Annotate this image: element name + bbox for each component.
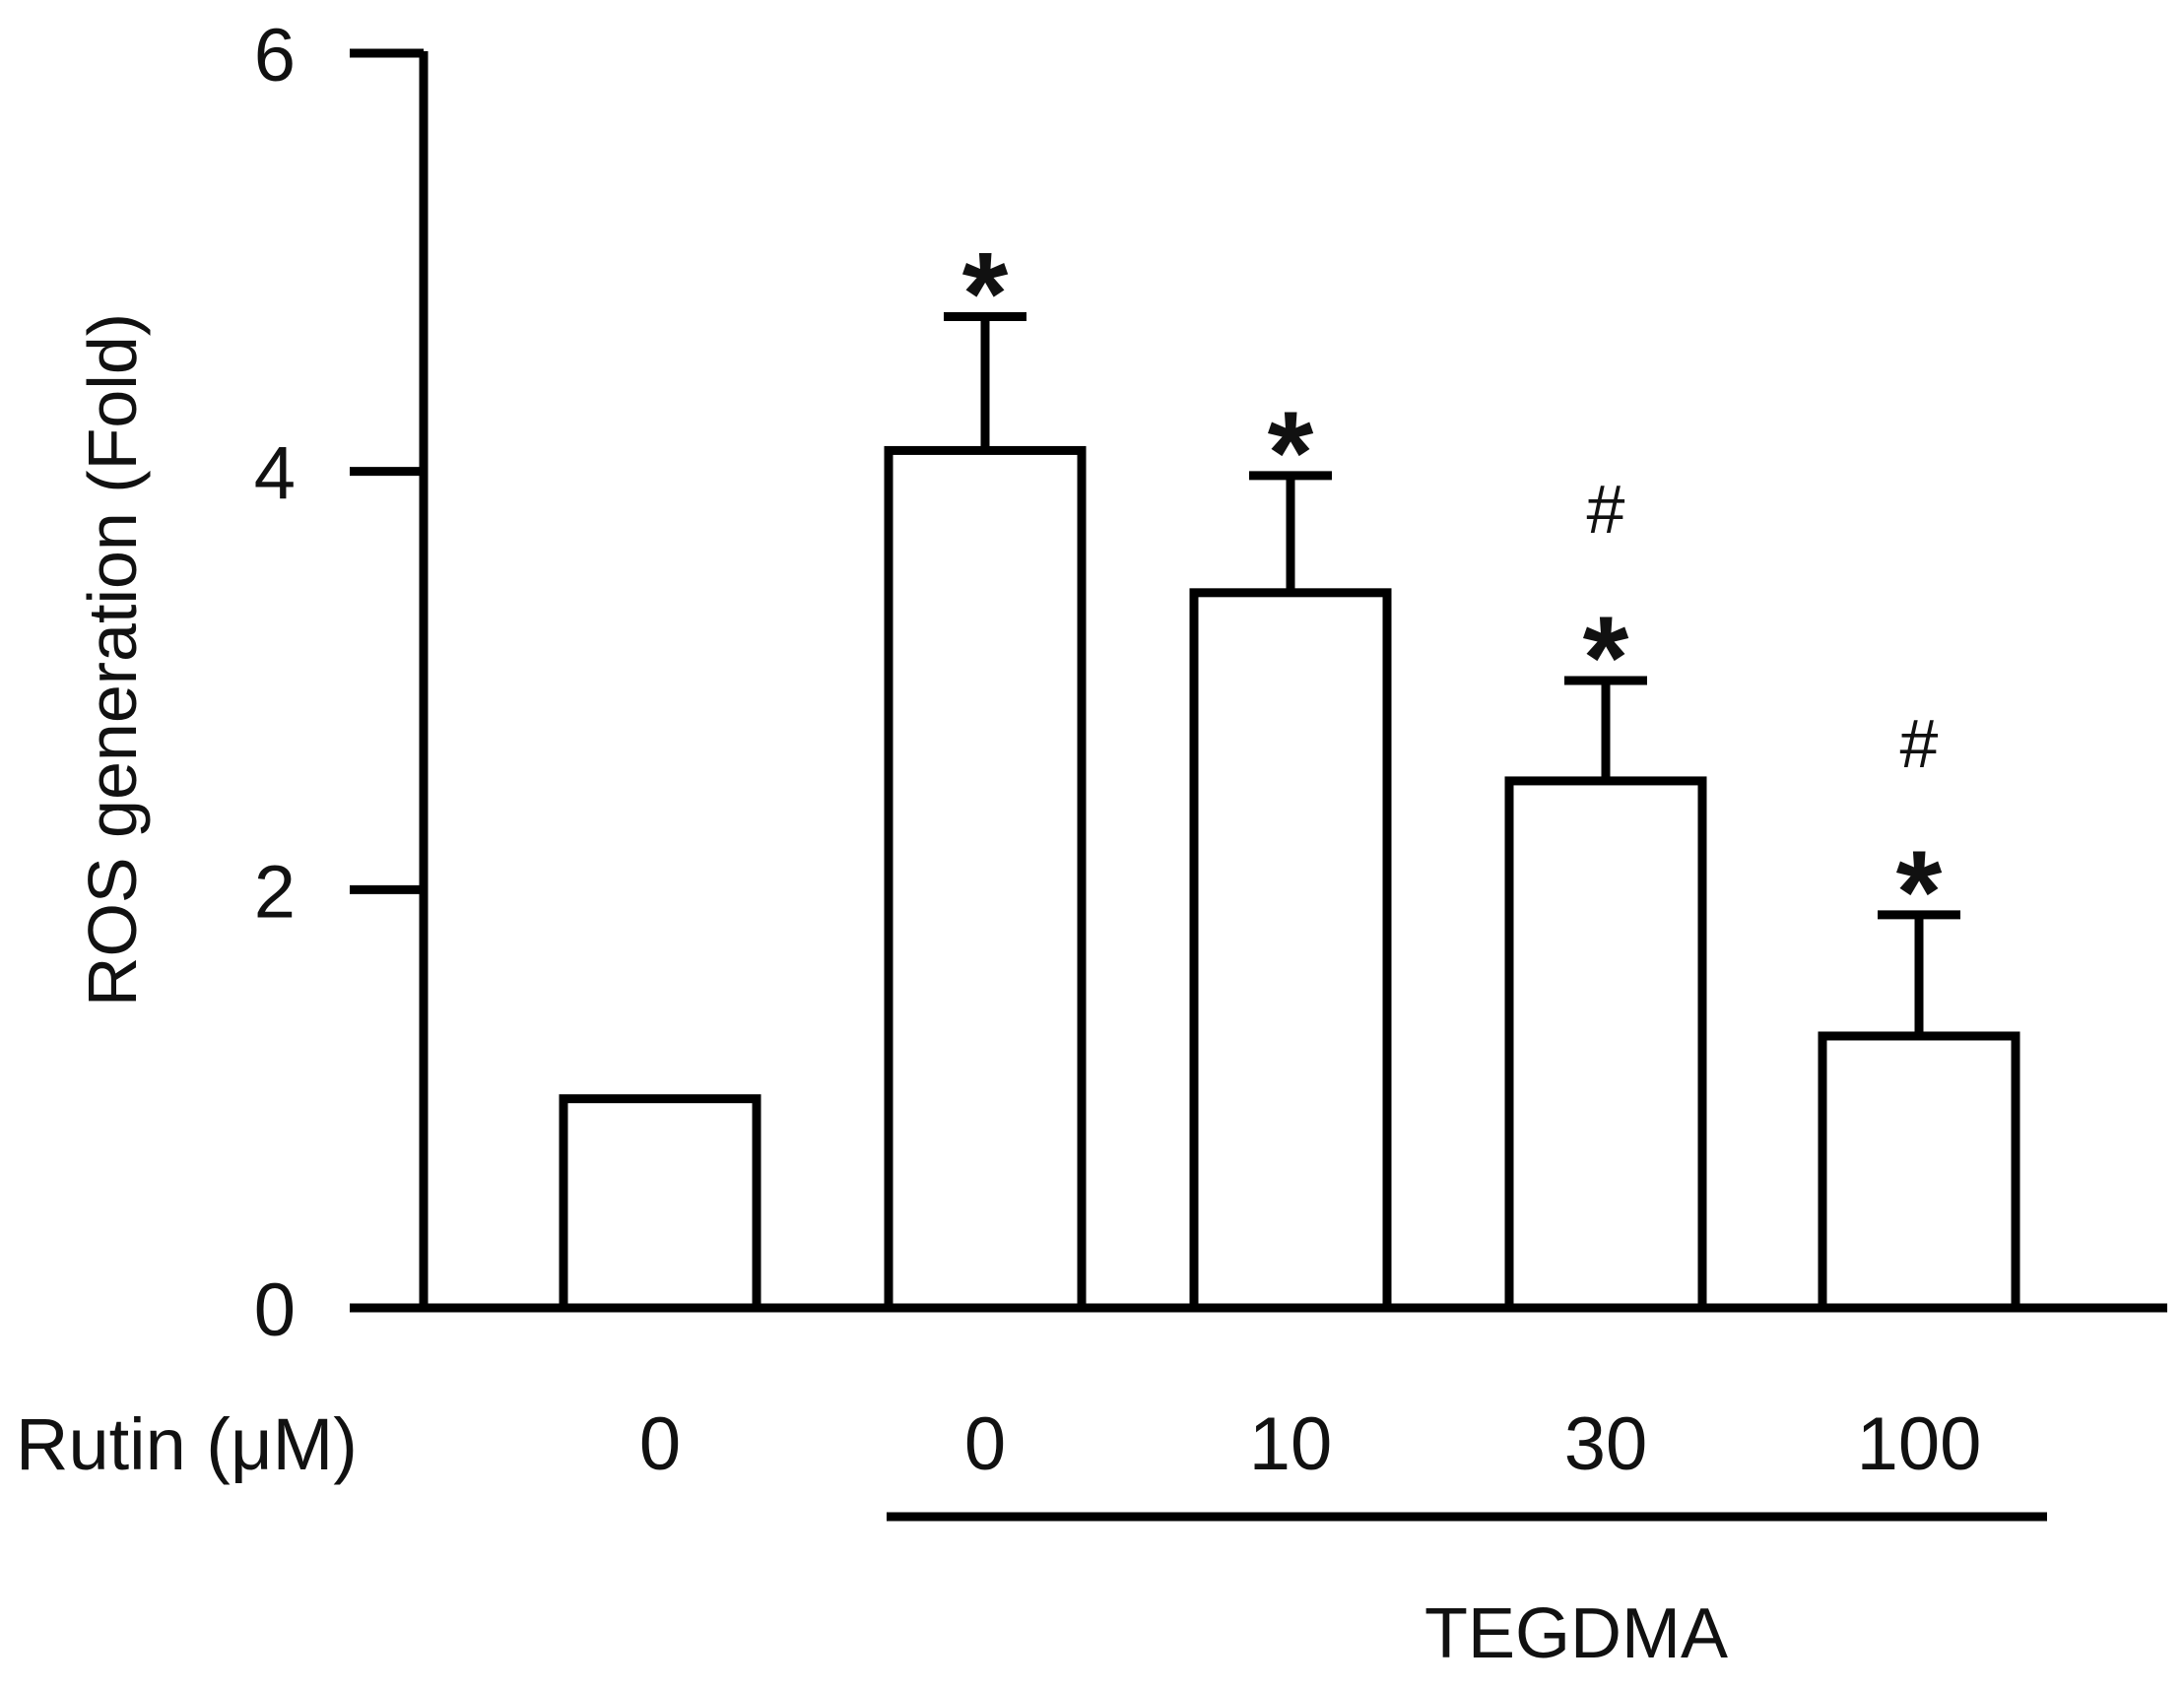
labels-group: 0 * 0 * 10 * #30 * #100 [639, 228, 2047, 1522]
bar [1818, 1031, 2020, 1313]
y-tick-label: 0 [254, 1268, 296, 1352]
significance-star: * [1583, 592, 1629, 724]
x-tick-label: 0 [639, 1402, 681, 1486]
significance-star: * [1268, 387, 1314, 519]
bar [1189, 588, 1392, 1313]
significance-star: * [962, 228, 1009, 360]
x-tick-label: 0 [964, 1402, 1006, 1486]
y-tick-label: 6 [254, 14, 296, 97]
x-tick-label: 100 [1857, 1402, 1982, 1486]
group-label: TEGDMA [1424, 1594, 1728, 1673]
row-label: Rutin (μM) [16, 1403, 358, 1485]
bar [559, 1094, 761, 1313]
bar [884, 445, 1087, 1313]
x-tick-label: 30 [1564, 1402, 1648, 1486]
significance-hash: # [1900, 705, 1939, 782]
significance-star: * [1896, 826, 1943, 958]
x-tick-label: 10 [1249, 1402, 1333, 1486]
bar [1504, 776, 1707, 1313]
significance-hash: # [1587, 471, 1625, 548]
y-tick-label: 4 [254, 432, 296, 516]
y-axis-label: ROS generation (Fold) [74, 313, 151, 1007]
bars-group [559, 312, 2020, 1313]
y-tick-label: 2 [254, 850, 296, 934]
